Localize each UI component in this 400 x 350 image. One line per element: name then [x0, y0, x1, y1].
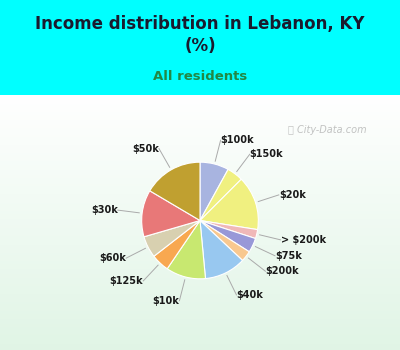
Wedge shape: [200, 220, 258, 239]
Text: Income distribution in Lebanon, KY
(%): Income distribution in Lebanon, KY (%): [35, 15, 365, 55]
Text: $200k: $200k: [266, 266, 299, 276]
Wedge shape: [200, 162, 228, 220]
Text: $30k: $30k: [91, 205, 118, 215]
Text: $125k: $125k: [110, 276, 143, 286]
Text: $150k: $150k: [250, 149, 283, 159]
Text: $40k: $40k: [236, 290, 263, 300]
Wedge shape: [167, 220, 206, 279]
Wedge shape: [154, 220, 200, 269]
Text: $75k: $75k: [275, 251, 302, 261]
Text: $100k: $100k: [220, 135, 254, 145]
Wedge shape: [142, 191, 200, 237]
Text: $60k: $60k: [99, 253, 126, 263]
Text: $10k: $10k: [152, 296, 180, 306]
Text: $20k: $20k: [279, 190, 306, 200]
Wedge shape: [200, 220, 242, 279]
Wedge shape: [150, 162, 200, 220]
Wedge shape: [144, 220, 200, 256]
Wedge shape: [200, 220, 256, 252]
Wedge shape: [200, 179, 258, 230]
Text: ⓘ City-Data.com: ⓘ City-Data.com: [288, 125, 367, 135]
Text: > $200k: > $200k: [280, 235, 326, 245]
Wedge shape: [200, 169, 241, 220]
Text: All residents: All residents: [153, 70, 247, 83]
Wedge shape: [200, 220, 249, 260]
Text: $50k: $50k: [132, 144, 159, 154]
